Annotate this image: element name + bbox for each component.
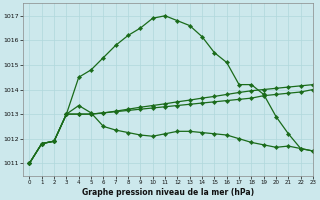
X-axis label: Graphe pression niveau de la mer (hPa): Graphe pression niveau de la mer (hPa) bbox=[82, 188, 254, 197]
